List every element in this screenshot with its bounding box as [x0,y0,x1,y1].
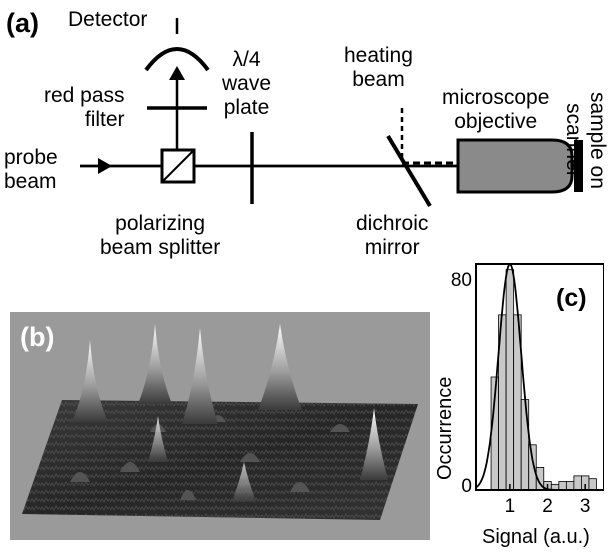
red-pass-filter-line2: filter [84,108,125,131]
detector-arrow-icon [169,66,185,80]
x-axis-label: Signal (a.u.) [482,526,590,548]
detector-label: Detector [68,8,147,32]
sample-line2: scanner [562,103,585,178]
detector-icon [144,47,210,72]
heating-beam-label: heating beam [344,44,413,92]
x-tick-label: 1 [505,496,516,517]
sample-icon [574,140,583,192]
objective-label: microscope objective [442,86,549,134]
dichroic-mirror-label: dichroic mirror [356,212,428,260]
beam-splitter-line2: beam splitter [100,236,221,259]
objective-line2: objective [454,110,538,133]
peak-1 [72,340,108,422]
beam-splitter-label: polarizing beam splitter [100,212,220,260]
detector-text: Detector [68,8,148,31]
lambda-plate-line1: λ/4 [232,48,261,71]
red-pass-filter-line1: red pass [44,84,125,107]
y-tick-label: 0 [461,476,472,497]
panel-a-label: (a) [6,8,39,38]
lambda-plate-line3: plate [223,96,270,119]
surface-plot [10,312,430,540]
y-axis-label: Occurrence [434,376,456,480]
peak-3 [182,328,218,424]
plot-frame [475,263,604,491]
peak-4 [258,324,302,410]
histogram-bar [565,481,575,491]
red-pass-filter-label: red pass filter [44,84,125,132]
histogram-bar [528,444,537,491]
histogram-bar [573,475,582,491]
setup-diagram [80,18,583,208]
lambda-plate-line2: wave [222,72,272,95]
heating-beam-line1: heating [344,44,413,67]
objective-icon [456,138,574,194]
peak-2 [138,324,172,404]
peak-5 [360,408,388,480]
peak-6 [148,416,168,462]
histogram-bar [588,478,597,491]
heating-beam-line2: beam [352,68,405,91]
sample-label: sample on scanner [561,92,609,189]
peak-7 [232,462,256,502]
beam-splitter-line1: polarizing [115,212,206,235]
y-tick-label: 80 [451,270,472,291]
histogram-bar [558,481,567,491]
histogram-chart: 1 2 3 0 80 [451,262,604,517]
probe-beam-line2: beam [4,170,57,193]
panel-c-label: (c) [556,284,587,312]
probe-beam-line1: probe [4,146,58,169]
x-tick-label: 3 [580,496,591,517]
surface-bumps [70,415,350,500]
histogram-bar [505,269,515,491]
x-tick-label: 2 [542,496,553,517]
dichroic-mirror-icon [386,134,432,208]
panel-b-label: (b) [20,322,55,352]
lambda-plate-label: λ/4 wave plate [222,48,271,120]
probe-beam-label: probe beam [4,146,58,194]
surface-peaks [72,324,388,502]
dichroic-mirror-line1: dichroic [356,212,429,235]
objective-line1: microscope [442,86,550,109]
sample-line1: sample on [586,92,609,189]
histogram-bar [520,399,530,491]
dichroic-mirror-line2: mirror [364,236,420,259]
